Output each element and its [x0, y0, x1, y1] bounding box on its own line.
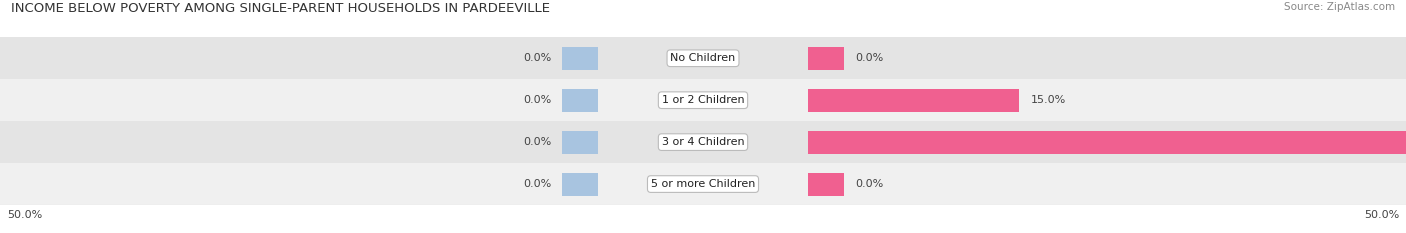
Text: No Children: No Children — [671, 53, 735, 63]
Text: INCOME BELOW POVERTY AMONG SINGLE-PARENT HOUSEHOLDS IN PARDEEVILLE: INCOME BELOW POVERTY AMONG SINGLE-PARENT… — [11, 2, 550, 15]
Bar — [0, 163, 1406, 205]
Text: 0.0%: 0.0% — [523, 179, 551, 189]
Text: 5 or more Children: 5 or more Children — [651, 179, 755, 189]
Text: 15.0%: 15.0% — [1031, 95, 1066, 105]
Text: 0.0%: 0.0% — [855, 179, 883, 189]
Bar — [562, 131, 598, 154]
Bar — [0, 121, 1406, 163]
Text: 0.0%: 0.0% — [523, 95, 551, 105]
Text: Source: ZipAtlas.com: Source: ZipAtlas.com — [1284, 2, 1395, 12]
Bar — [0, 37, 1406, 79]
Bar — [808, 89, 1019, 112]
Bar — [0, 79, 1406, 121]
Text: 50.0%: 50.0% — [7, 210, 42, 220]
Bar — [808, 131, 1406, 154]
Text: 0.0%: 0.0% — [523, 53, 551, 63]
Text: 0.0%: 0.0% — [855, 53, 883, 63]
Text: 3 or 4 Children: 3 or 4 Children — [662, 137, 744, 147]
Bar — [808, 47, 844, 70]
Text: 0.0%: 0.0% — [523, 137, 551, 147]
Text: 50.0%: 50.0% — [1364, 210, 1399, 220]
Bar — [808, 172, 844, 196]
Bar — [562, 47, 598, 70]
Text: 1 or 2 Children: 1 or 2 Children — [662, 95, 744, 105]
Bar — [562, 89, 598, 112]
Bar — [562, 172, 598, 196]
